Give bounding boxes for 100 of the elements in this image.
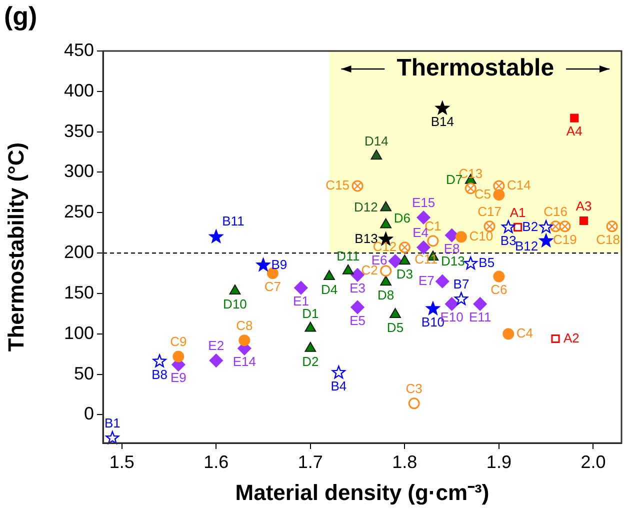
x-tick-label: 1.5 bbox=[109, 452, 134, 472]
point bbox=[551, 334, 560, 344]
point bbox=[416, 240, 430, 254]
annotation: A2 bbox=[564, 330, 580, 346]
y-tick-label: 50 bbox=[74, 363, 94, 384]
annotation: C5 bbox=[474, 186, 491, 202]
annotation: E3 bbox=[350, 280, 366, 296]
annotation: C3 bbox=[406, 380, 422, 396]
annotation: C11 bbox=[414, 252, 438, 267]
point bbox=[455, 231, 467, 243]
annotation: C10 bbox=[469, 228, 494, 244]
point bbox=[380, 265, 392, 277]
point bbox=[445, 297, 459, 311]
point bbox=[464, 256, 478, 270]
annotation: A1 bbox=[510, 204, 526, 220]
point bbox=[390, 308, 401, 318]
annotation: C4 bbox=[516, 325, 533, 340]
annotation: D3 bbox=[396, 266, 413, 282]
point bbox=[502, 220, 516, 234]
annotation: D4 bbox=[320, 282, 338, 298]
annotation: E7 bbox=[418, 272, 434, 288]
y-tick-label: 400 bbox=[64, 80, 94, 100]
point bbox=[238, 334, 250, 346]
annotation: E11 bbox=[469, 310, 492, 325]
annotation: C16 bbox=[544, 204, 568, 219]
annotation: B4 bbox=[330, 378, 347, 394]
annotation: D6 bbox=[394, 210, 410, 226]
point bbox=[304, 342, 316, 352]
annotation: D8 bbox=[378, 288, 394, 303]
point bbox=[380, 218, 392, 228]
y-axis-title: Thermostability (°C) bbox=[3, 142, 28, 352]
point bbox=[209, 354, 223, 368]
point bbox=[514, 222, 522, 232]
point bbox=[370, 150, 382, 160]
annotation: D5 bbox=[386, 320, 404, 336]
point bbox=[539, 220, 553, 234]
point bbox=[294, 281, 308, 295]
point bbox=[266, 268, 278, 280]
annotation: C7 bbox=[264, 278, 282, 294]
band-label: Thermostable bbox=[396, 54, 554, 82]
annotation: C19 bbox=[553, 232, 577, 247]
point bbox=[493, 189, 505, 201]
x-axis-title: Material density (g·cm⁻³) bbox=[235, 480, 490, 505]
point bbox=[502, 328, 514, 340]
annotation: B2 bbox=[522, 218, 538, 234]
annotation: D10 bbox=[223, 296, 247, 312]
annotation: C17 bbox=[478, 204, 502, 219]
point bbox=[493, 270, 505, 282]
x-tick-label: 1.7 bbox=[298, 452, 323, 472]
annotation: C6 bbox=[490, 282, 508, 298]
point bbox=[342, 264, 354, 274]
point bbox=[350, 300, 364, 314]
y-tick-label: 100 bbox=[64, 322, 94, 343]
annotation: B11 bbox=[222, 213, 244, 228]
annotation: E1 bbox=[293, 293, 309, 308]
annotation: E5 bbox=[350, 312, 366, 328]
point bbox=[426, 302, 440, 315]
point bbox=[473, 297, 487, 311]
annotation: E15 bbox=[412, 195, 436, 210]
point bbox=[398, 254, 410, 265]
point bbox=[427, 235, 439, 247]
annotation: B5 bbox=[478, 255, 495, 270]
annotation: B12 bbox=[514, 238, 538, 254]
annotation: D11 bbox=[336, 248, 360, 264]
annotation: C18 bbox=[596, 232, 620, 247]
point bbox=[324, 270, 335, 280]
point bbox=[408, 398, 420, 410]
y-tick-label: 0 bbox=[84, 404, 94, 424]
annotation: D14 bbox=[364, 134, 388, 149]
point bbox=[539, 234, 553, 247]
x-tick-label: 1.8 bbox=[392, 452, 418, 472]
point bbox=[436, 101, 450, 114]
point bbox=[229, 284, 241, 295]
point bbox=[172, 350, 184, 362]
point bbox=[380, 276, 392, 286]
annotation: A3 bbox=[576, 198, 592, 214]
point bbox=[580, 216, 588, 226]
annotation: B3 bbox=[500, 232, 516, 248]
y-tick-label: 150 bbox=[64, 282, 94, 302]
annotation: D2 bbox=[302, 354, 319, 370]
point bbox=[388, 254, 402, 268]
annotation: A4 bbox=[566, 124, 582, 139]
x-tick-label: 1.9 bbox=[486, 452, 512, 472]
y-tick-label: 250 bbox=[64, 202, 94, 222]
y-tick-label: 450 bbox=[64, 40, 94, 60]
x-tick-label: 2.0 bbox=[580, 452, 606, 472]
point bbox=[106, 431, 120, 444]
annotation: E9 bbox=[170, 370, 186, 386]
point bbox=[436, 274, 450, 288]
annotation: C15 bbox=[326, 178, 350, 193]
annotation: B9 bbox=[271, 256, 288, 272]
annotation: C9 bbox=[170, 334, 187, 350]
annotation: C8 bbox=[236, 318, 253, 333]
point bbox=[445, 228, 459, 242]
point bbox=[332, 366, 346, 379]
text: (g) bbox=[4, 1, 38, 32]
point bbox=[152, 354, 166, 368]
annotation: D13 bbox=[440, 254, 465, 269]
x-tick-label: 1.6 bbox=[204, 452, 229, 472]
point bbox=[570, 114, 579, 122]
